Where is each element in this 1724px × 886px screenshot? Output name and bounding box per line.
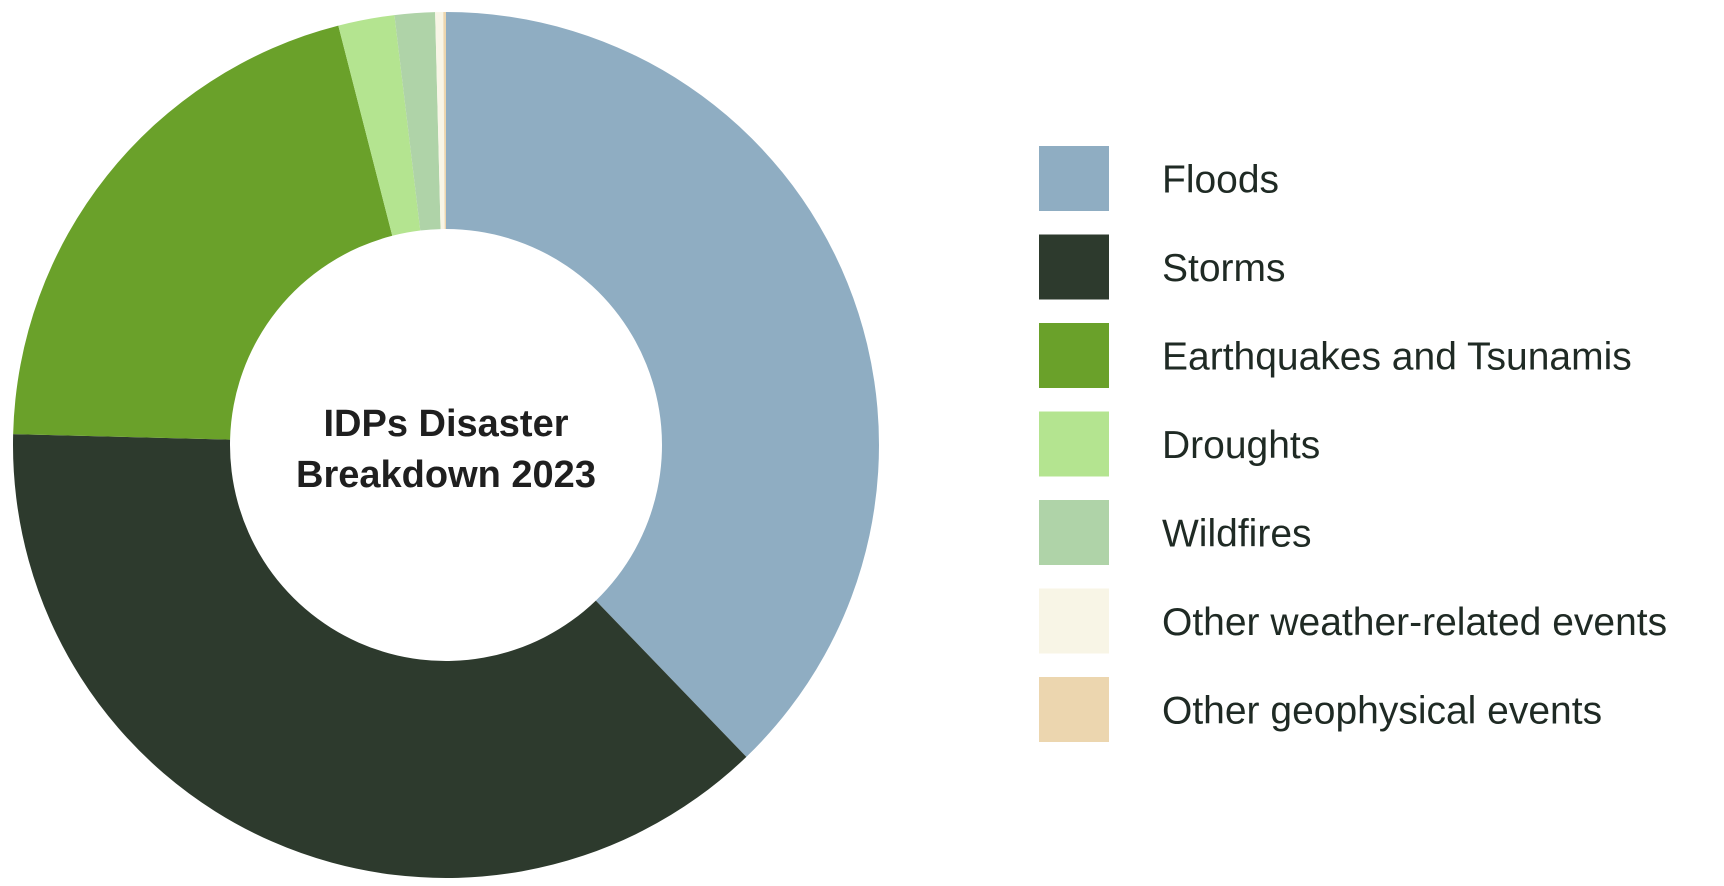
legend-item-other-geophysical-events: Other geophysical events xyxy=(1039,677,1602,742)
legend-label: Storms xyxy=(1162,247,1286,290)
slice-earthquakes-and-tsunamis xyxy=(13,25,393,440)
legend-item-wildfires: Wildfires xyxy=(1039,500,1312,565)
legend-label: Other weather-related events xyxy=(1162,601,1667,644)
legend-label: Other geophysical events xyxy=(1162,690,1602,733)
legend-swatch xyxy=(1039,677,1109,742)
slice-droughts xyxy=(338,15,421,236)
legend-swatch xyxy=(1039,411,1109,477)
slice-other-weather-related-events xyxy=(435,12,445,230)
legend-item-storms: Storms xyxy=(1039,234,1286,300)
slice-wildfires xyxy=(394,12,441,231)
slice-other-geophysical-events xyxy=(443,12,446,230)
legend-swatch xyxy=(1039,588,1109,654)
chart-title-line-2: Breakdown 2023 xyxy=(296,454,596,496)
chart-title-line-1: IDPs Disaster xyxy=(323,403,568,445)
legend-swatch xyxy=(1039,234,1109,300)
legend-label: Wildfires xyxy=(1162,513,1312,556)
legend-swatch xyxy=(1039,146,1109,211)
legend: Floods Storms Earthquakes and Tsunamis Drou… xyxy=(1039,146,1667,742)
legend-item-earthquakes-and-tsunamis: Earthquakes and Tsunamis xyxy=(1039,323,1632,388)
legend-label: Earthquakes and Tsunamis xyxy=(1162,336,1632,379)
donut-slices xyxy=(13,12,879,879)
legend-label: Droughts xyxy=(1162,424,1320,467)
slice-floods xyxy=(446,12,879,757)
legend-item-other-weather-related-events: Other weather-related events xyxy=(1039,588,1667,654)
legend-item-floods: Floods xyxy=(1039,146,1279,211)
center-label: IDPs Disaster Breakdown 2023 xyxy=(296,403,596,496)
legend-item-droughts: Droughts xyxy=(1039,411,1320,477)
legend-swatch xyxy=(1039,500,1109,565)
slice-storms xyxy=(13,434,747,879)
legend-swatch xyxy=(1039,323,1109,388)
legend-label: Floods xyxy=(1162,159,1279,202)
